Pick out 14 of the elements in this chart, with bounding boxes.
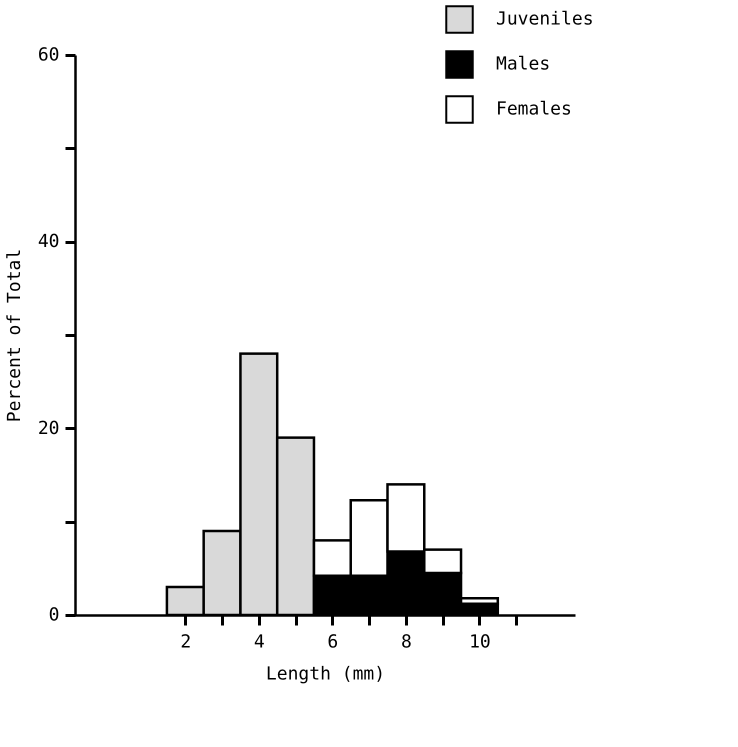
x-tick-label: 2 [180, 632, 192, 652]
legend-label: Males [496, 54, 550, 74]
y-tick-label: 60 [38, 44, 60, 66]
x-axis-title: Length (mm) [266, 664, 386, 684]
legend-label: Juveniles [496, 8, 594, 30]
x-tick-label: 10 [469, 632, 491, 652]
y-tick-label: 40 [38, 231, 60, 252]
y-axis-title: Percent of Total [4, 248, 25, 422]
legend-label: Females [496, 98, 572, 120]
y-tick-label: 20 [38, 418, 60, 439]
x-tick-label: 6 [327, 632, 338, 652]
x-tick-label: 4 [254, 632, 265, 652]
x-tick-label: 8 [400, 632, 412, 652]
y-tick-label: 0 [48, 604, 60, 626]
